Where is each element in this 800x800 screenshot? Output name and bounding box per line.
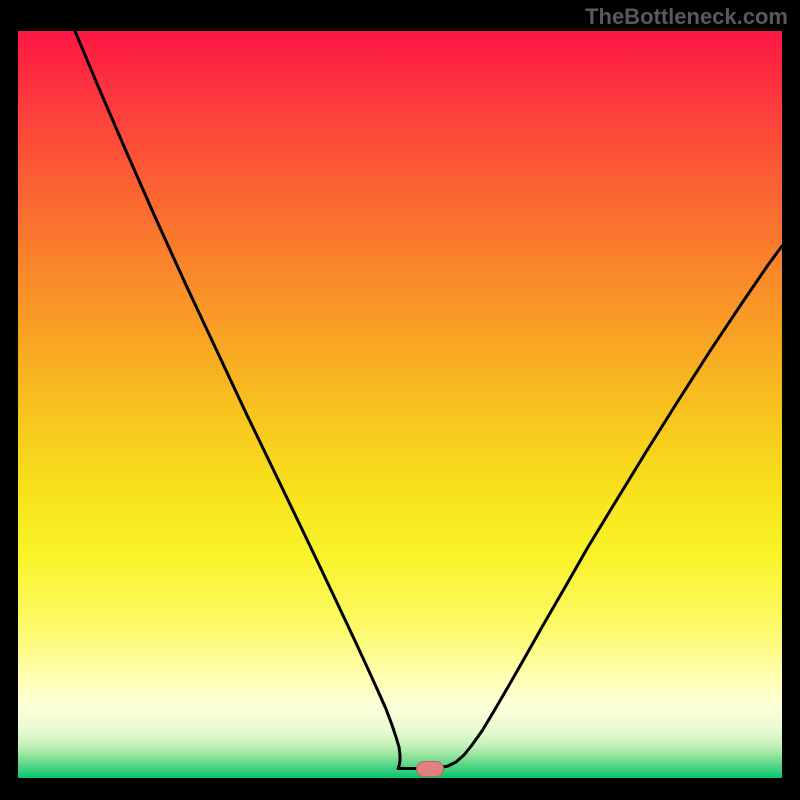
bottleneck-curve	[18, 31, 782, 778]
plot-area	[18, 31, 782, 778]
chart-frame: TheBottleneck.com	[0, 0, 800, 800]
watermark-text: TheBottleneck.com	[585, 4, 788, 30]
optimal-point-marker	[416, 761, 444, 777]
